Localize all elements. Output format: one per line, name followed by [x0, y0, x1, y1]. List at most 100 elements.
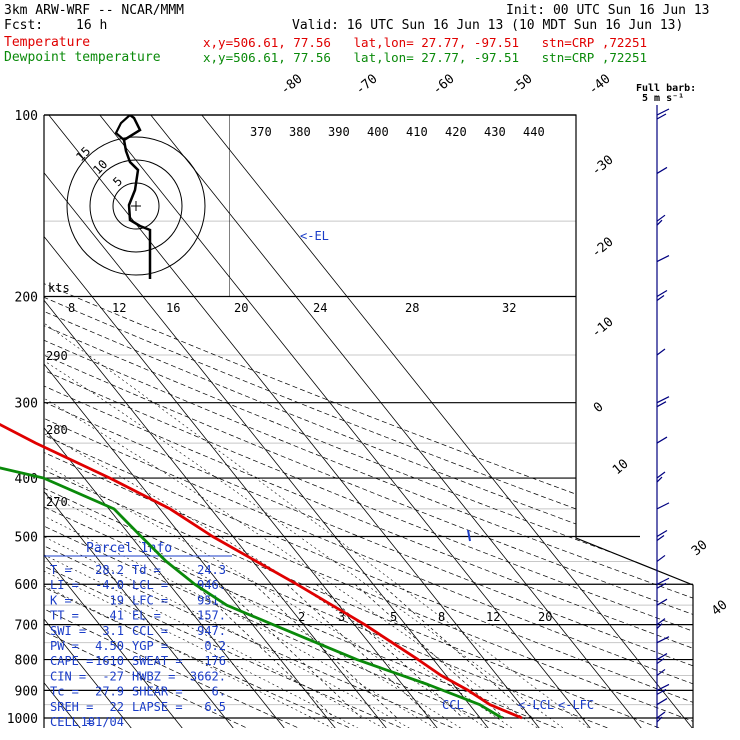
dry-adiabat [44, 115, 693, 728]
dry-adiabat [44, 115, 615, 728]
hodograph [66, 115, 230, 297]
mixing-ratio-top-label: 32 [502, 301, 516, 315]
hodograph-trace-upper [114, 115, 131, 141]
isotherm [44, 115, 344, 728]
wind-barb-half [656, 658, 665, 665]
pressure-tick-label: 600 [15, 578, 38, 593]
isotherm-label: -10 [589, 314, 617, 341]
mixing-ratio-line [381, 583, 533, 719]
parcel-param-label: EL = [132, 609, 161, 623]
parcel-param-label: CIN = [50, 669, 86, 683]
pressure-tick-label: 500 [15, 530, 38, 545]
theta-label: 430 [484, 125, 506, 139]
dry-adiabat [44, 115, 693, 728]
parcel-param-value: -27 [102, 669, 124, 683]
pressure-tick-label: 800 [15, 654, 38, 669]
theta-label: 400 [367, 125, 389, 139]
parcel-param-value: -4.0 [95, 578, 124, 592]
wind-barb [656, 554, 666, 562]
parcel-param-label: SWI = [50, 624, 86, 638]
wind-barb-half [656, 534, 665, 541]
hodograph-ring [89, 159, 183, 253]
isotherm [44, 115, 395, 728]
isotherm [44, 115, 497, 728]
wind-barb [656, 618, 666, 626]
parcel-param-value: 176 [204, 654, 226, 668]
model-title: 3km ARW-WRF -- NCAR/MMM [4, 3, 185, 18]
valid-time: Valid: 16 UTC Sun 16 Jun 13 (10 MDT Sun … [292, 18, 684, 33]
isotherm-label: 0 [591, 400, 607, 417]
parcel-param-value: 6. [212, 685, 226, 699]
parcel-param-label: K = [50, 593, 72, 607]
parcel-param-label: TT = [50, 609, 79, 623]
mixing-ratio-bottom-label: 3 [338, 610, 345, 624]
full-barb-units: 5 m s⁻¹ [642, 93, 685, 104]
wind-barbs [656, 105, 670, 728]
parcel-marker [467, 529, 471, 542]
mixing-ratio-bottom-label: 20 [538, 610, 552, 624]
wind-barb-half [656, 401, 667, 408]
isotherm [150, 115, 650, 728]
wind-barb-half [656, 582, 667, 589]
parcel-param-label: SREH = [50, 700, 93, 714]
frame-border [44, 114, 694, 728]
parcel-param-label: HWBZ = [132, 669, 175, 683]
full-barb-label: Full barb: [636, 83, 697, 94]
ccl-marker: CCL [442, 698, 464, 712]
wind-barb [656, 348, 666, 356]
lcl-marker: <-LCL [518, 698, 554, 712]
dewpoint-location: x,y=506.61, 77.56 lat,lon= 27.77, -97.51… [203, 50, 648, 65]
wind-barb [656, 598, 668, 606]
dewpoint-legend: Dewpoint temperature [4, 50, 161, 65]
mixing-ratio-line [286, 583, 433, 719]
mixing-ratio-bottom-label: 8 [438, 610, 445, 624]
parcel-param-label: YGP = [132, 639, 168, 653]
mixing-ratio-top-label: 8 [68, 301, 75, 315]
moist-adiabat [44, 296, 542, 728]
mixing-ratio-top-label: 20 [234, 301, 248, 315]
parcel-param-label: LFC = [132, 593, 168, 607]
parcel-param-label: CELL = [50, 715, 93, 729]
hodograph-trace-lower [122, 115, 152, 279]
hodograph-ring-label: 10 [90, 157, 110, 177]
wind-barb [656, 636, 670, 644]
theta-label: 420 [445, 125, 467, 139]
parcel-param-value: 6.5 [204, 700, 226, 714]
wind-barb [656, 396, 670, 404]
parcel-param-value: 181/04 [81, 715, 124, 729]
parcel-param-value: 24.3 [197, 563, 226, 577]
sounding-traces: <-EL <-LCL <-LFC CCL [0, 229, 594, 720]
isotherm [44, 115, 242, 728]
parcel-param-label: T = [50, 563, 72, 577]
wind-barb [656, 214, 666, 222]
pressure-tick-label: 200 [15, 291, 38, 306]
parcel-param-label: CCL = [132, 624, 168, 638]
temperature-location: x,y=506.61, 77.56 lat,lon= 27.77, -97.51… [203, 35, 648, 50]
dry-adiabat [44, 115, 357, 728]
wind-barb [656, 683, 670, 691]
theta-label: 370 [250, 125, 272, 139]
moist-adiabat [44, 296, 338, 728]
dry-adiabat [44, 115, 693, 728]
parcel-param-value: 41 [110, 609, 124, 623]
diagram-frame [43, 114, 694, 728]
parcel-param-label: PW = [50, 639, 79, 653]
moist-adiabat [44, 296, 440, 728]
wind-barb [656, 255, 670, 263]
isotherm-label: -50 [508, 71, 536, 98]
mixing-ratio-bottom-label: 12 [486, 610, 500, 624]
isotherm-label: -20 [589, 234, 617, 261]
parcel-param-value: 22 [110, 700, 124, 714]
parcel-param-value: 0.2 [204, 639, 226, 653]
mixing-ratio-line [220, 583, 362, 719]
pressure-tick-label: 1000 [7, 712, 38, 727]
wind-barb-half [656, 219, 663, 226]
mixing-ratio-top-label: 12 [112, 301, 126, 315]
init-time: Init: 00 UTC Sun 16 Jun 13 [506, 3, 710, 18]
temperature-trace [0, 423, 523, 720]
dry-adiabat [44, 115, 693, 728]
isotherm [99, 115, 599, 728]
wind-barb [656, 529, 668, 537]
forecast-label: Fcst: [4, 18, 44, 33]
parcel-param-label: SWEAT = [132, 654, 183, 668]
